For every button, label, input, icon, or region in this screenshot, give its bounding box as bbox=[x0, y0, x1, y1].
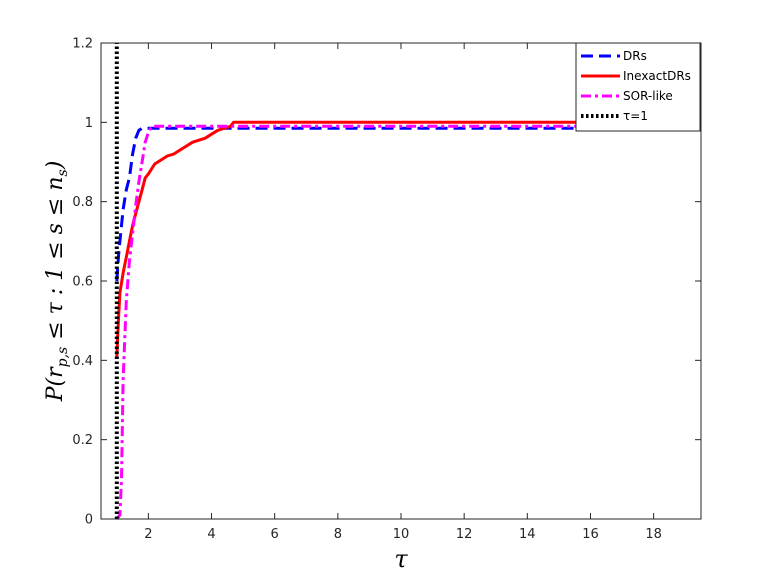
x-tick-label: 12 bbox=[456, 527, 473, 542]
x-tick-label: 4 bbox=[207, 527, 215, 542]
y-tick-label: 1 bbox=[85, 116, 93, 131]
y-tick-label: 0.2 bbox=[72, 433, 93, 448]
legend-box bbox=[575, 42, 701, 132]
legend-entry-label: τ=1 bbox=[623, 109, 648, 123]
ticks-layer: 2 4 6 8 10 12 14 16 18 0 0.2 0.4 0.6 0.8 1 1.2 bbox=[72, 37, 701, 542]
legend-entry-label: DRs bbox=[623, 49, 647, 63]
y-tick-label: 0.6 bbox=[72, 275, 93, 290]
x-tick-label: 14 bbox=[519, 527, 536, 542]
y-axis-label: P(rp,s ≤ τ : 1 ≤ s ≤ ns) bbox=[43, 161, 71, 403]
y-tick-label: 0 bbox=[85, 513, 93, 528]
legend: DRs InexactDRs SOR-like τ=1 bbox=[575, 42, 701, 132]
x-axis-label: τ bbox=[394, 545, 408, 573]
y-tick-label: 0.8 bbox=[72, 195, 93, 210]
x-tick-label: 8 bbox=[334, 527, 342, 542]
series-line-0 bbox=[115, 126, 698, 282]
x-tick-label: 18 bbox=[645, 527, 662, 542]
y-tick-label: 0.4 bbox=[72, 354, 93, 369]
series-layer bbox=[114, 43, 698, 520]
x-tick-label: 2 bbox=[144, 527, 152, 542]
legend-entry-label: InexactDRs bbox=[623, 69, 691, 83]
series-line-2 bbox=[115, 124, 698, 520]
x-tick-label: 6 bbox=[271, 527, 279, 542]
x-tick-label: 10 bbox=[393, 527, 410, 542]
x-tick-label: 16 bbox=[582, 527, 599, 542]
legend-entry-label: SOR-like bbox=[623, 89, 673, 103]
y-tick-label: 1.2 bbox=[72, 37, 93, 52]
